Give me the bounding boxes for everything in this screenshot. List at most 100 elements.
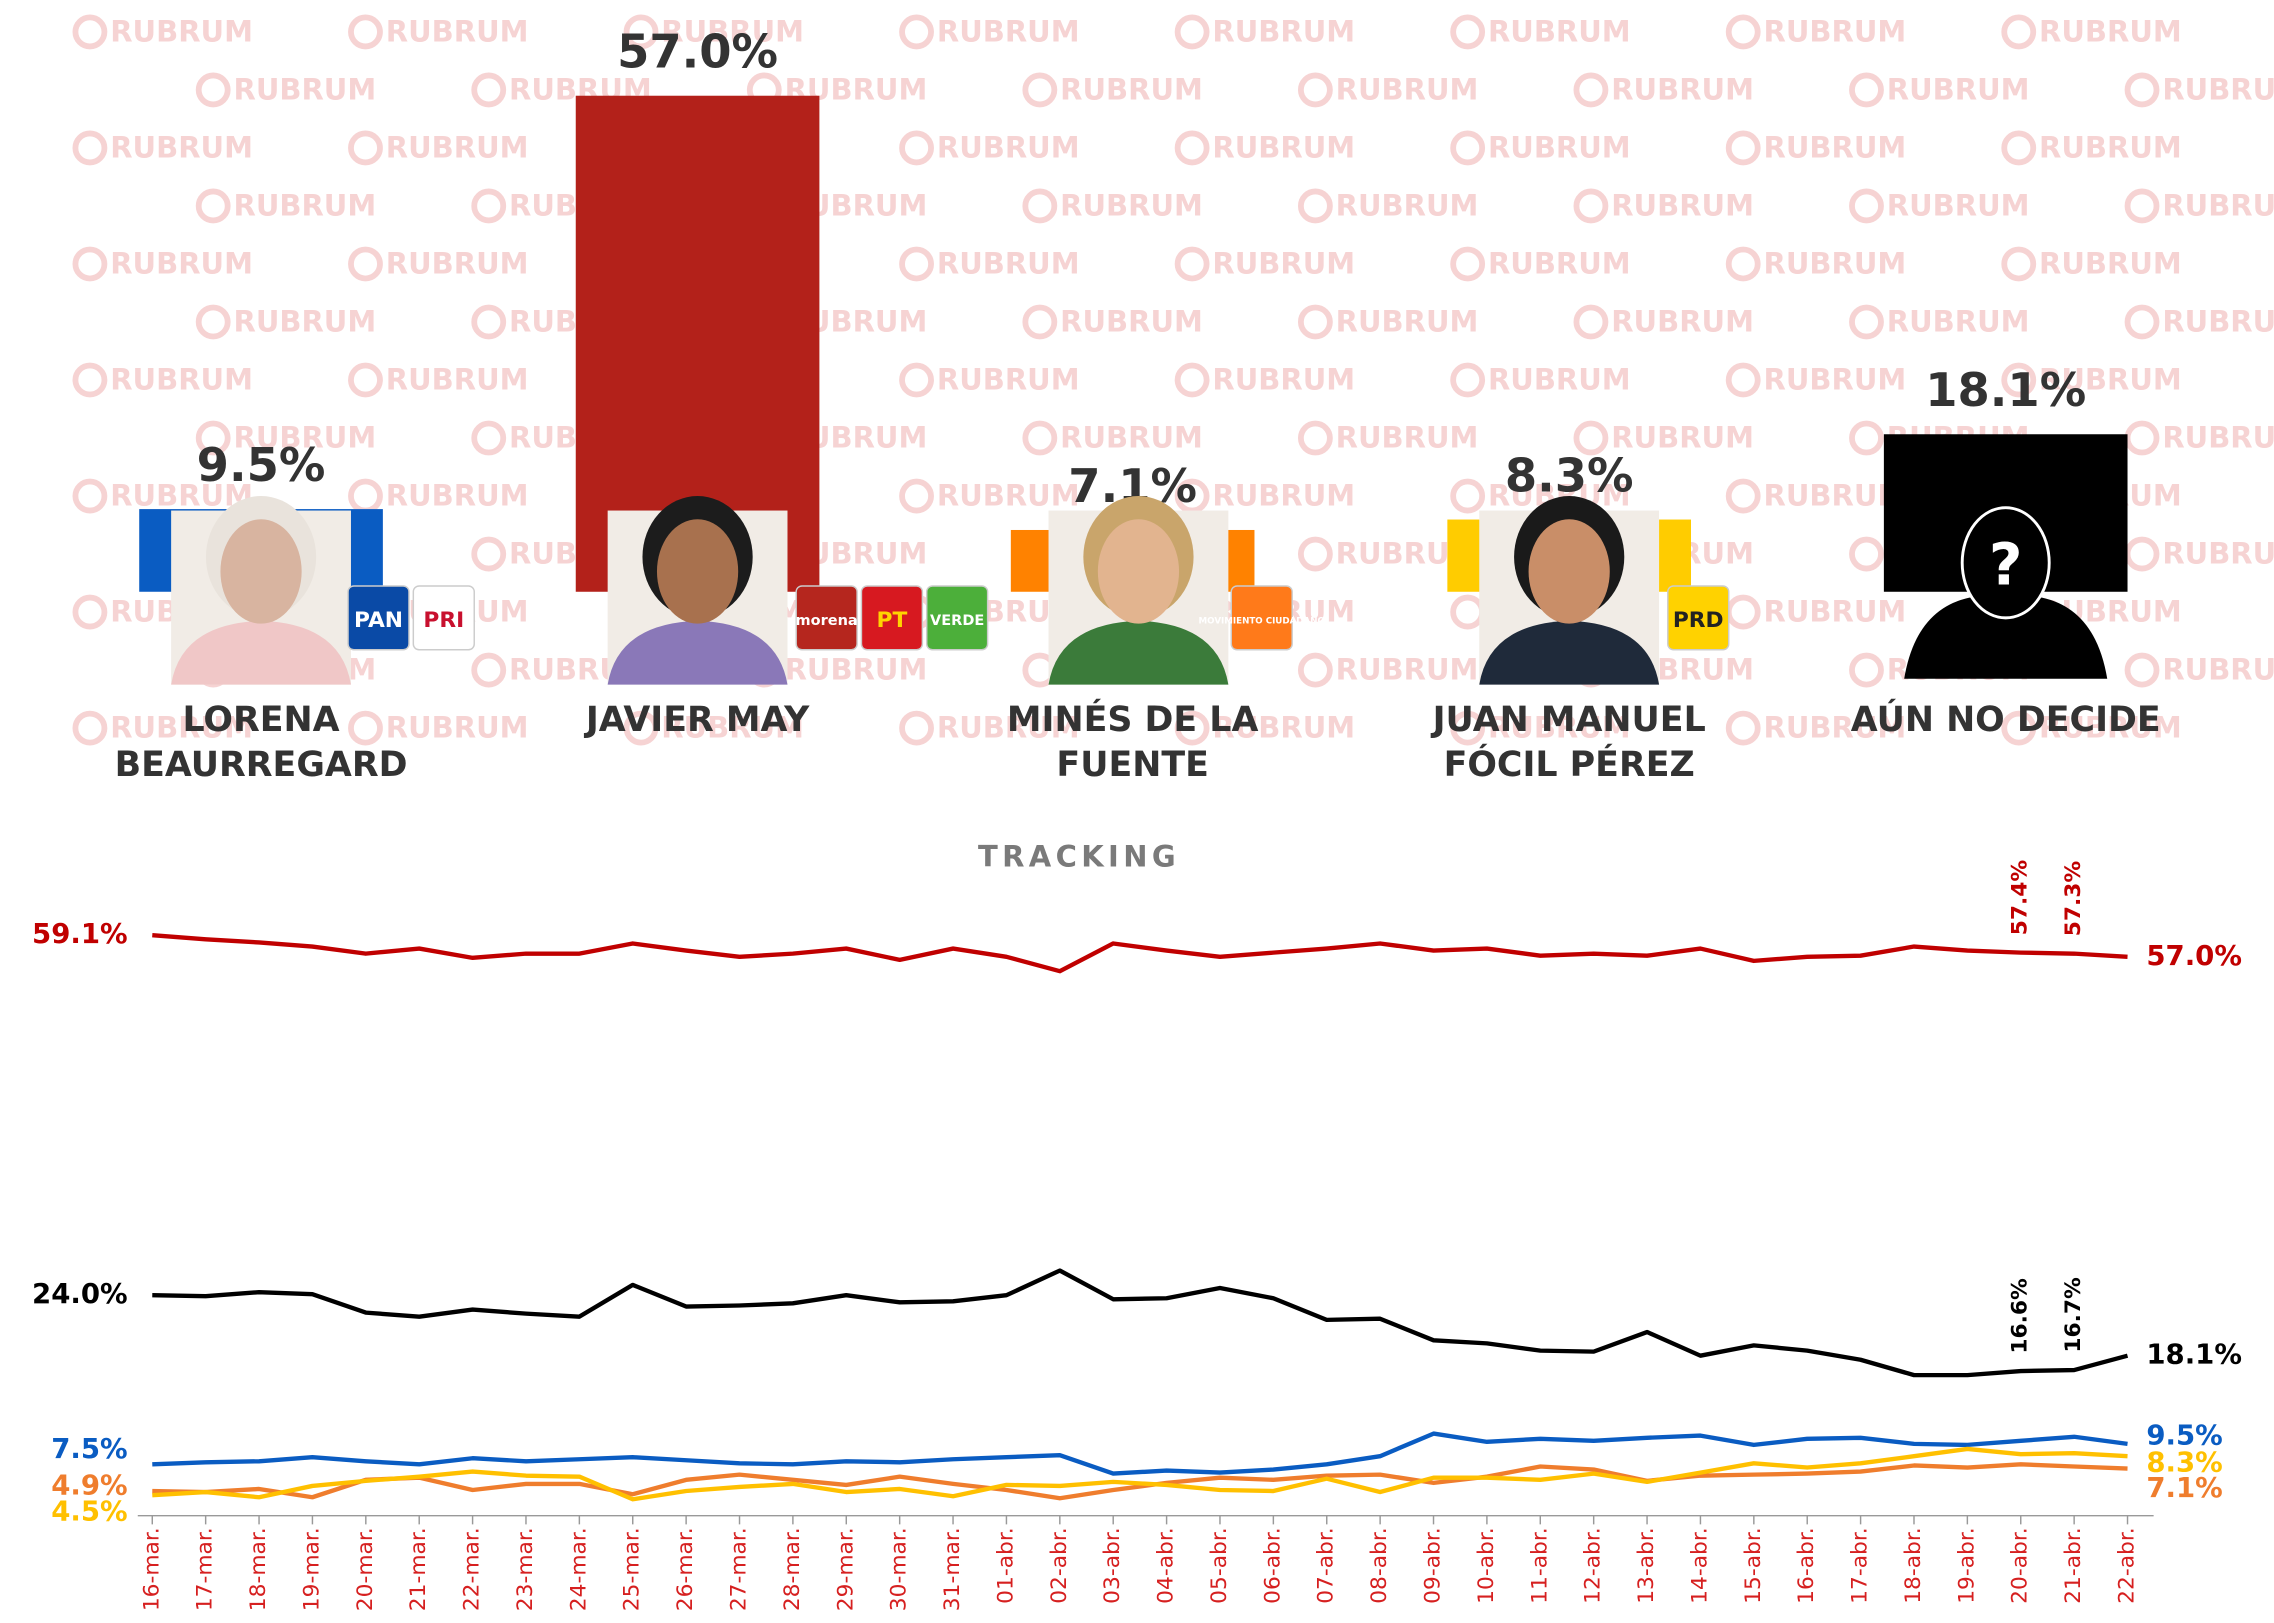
watermark: RUBRUM [937,130,1080,164]
x-tick-label: 18-mar. [246,1527,271,1611]
watermark-icon [471,420,507,456]
watermark: RUBRUM [661,711,804,745]
candidate-name: JUAN MANUEL [1431,700,1706,740]
watermark-icon [72,594,108,630]
watermark-icon [1849,72,1884,108]
photo-shoulders [1048,620,1229,685]
watermark: RUBRUM [386,130,529,164]
watermark-icon [1297,420,1333,456]
x-tick-label: 04-abr. [1154,1527,1179,1604]
watermark-icon [899,246,934,282]
watermark-icon [1725,710,1761,746]
watermark-icon [1174,130,1210,166]
watermark: RUBRUM [2162,537,2274,571]
silhouette-icon: ? [1989,531,2023,599]
watermark: RUBRUM [1336,420,1479,454]
watermark: RUBRUM [937,711,1080,745]
end-label: 9.5% [2146,1420,2222,1452]
point-label: 57.4% [2008,860,2033,936]
candidate-name: FÓCIL PÉREZ [1444,743,1695,785]
value-label: 57.0% [617,25,778,79]
watermark-icon [1725,130,1761,166]
x-tick-label: 27-mar. [727,1527,752,1611]
watermark-icon [72,246,108,282]
watermark-icon [2124,652,2160,688]
party-name: PRD [1673,608,1724,633]
watermark: RUBRUM [2039,130,2182,164]
watermark-icon [2124,72,2160,108]
watermark-icon [1174,362,1210,398]
watermark: RUBRUM [937,14,1080,48]
series-line [152,1431,2128,1476]
x-tick-label: 09-abr. [1421,1527,1446,1604]
point-label: 57.3% [2061,861,2086,937]
watermark-icon [1174,14,1210,50]
watermark: RUBRUM [1336,653,1479,687]
watermark: RUBRUM [1764,478,1907,512]
watermark-icon [1573,304,1609,340]
watermark-icon [195,188,231,224]
watermark: RUBRUM [2039,246,2182,280]
watermark: RUBRUM [110,130,253,164]
watermark-icon [2001,362,2037,398]
watermark: RUBRUM [110,711,253,745]
watermark: RUBRUM [1611,420,1754,454]
watermark: RUBRUM [386,478,529,512]
party-logo [795,585,858,651]
party-name: PT [877,608,908,633]
watermark: RUBRUM [1887,72,2030,106]
series-line [152,1446,2128,1502]
watermark-icon [348,130,383,166]
series-line [152,933,2128,974]
watermark: RUBRUM [937,362,1080,396]
x-tick-label: 19-mar. [299,1527,324,1611]
watermark: RUBRUM [110,478,253,512]
watermark-icon [2001,246,2037,282]
x-tick-label: 08-abr. [1367,1527,1392,1604]
watermark: RUBRUM [1488,711,1631,745]
x-tick-label: 01-abr. [993,1527,1018,1604]
watermark-icon [1297,188,1333,224]
watermark-icon [471,304,507,340]
candidate-name: MINÉS DE LA [1007,698,1259,740]
x-tick-label: 11-abr. [1527,1527,1552,1604]
x-tick-label: 29-mar. [833,1527,858,1611]
photo-shoulders [1479,620,1660,685]
photo-face [1528,519,1610,624]
watermark-icon [1297,652,1333,688]
x-tick-label: 06-abr. [1260,1527,1285,1604]
watermark-icon [1450,710,1486,746]
watermark: RUBRUM [233,72,376,106]
watermark: RUBRUM [1212,362,1355,396]
x-tick-label: 22-abr. [2115,1527,2140,1604]
candidate-name: AÚN NO DECIDE [1851,698,2161,740]
watermark-icon [2001,14,2037,50]
watermark-icon [471,188,507,224]
x-tick-label: 10-abr. [1474,1527,1499,1604]
party-name: PRI [423,608,464,633]
party-name: PAN [354,608,403,633]
watermark: RUBRUM [386,362,529,396]
watermark-icon [2124,188,2160,224]
watermark: RUBRUM [233,304,376,338]
x-tick-label: 25-mar. [620,1527,645,1611]
watermark: RUBRUM [1887,304,2030,338]
start-label: 4.5% [51,1496,127,1528]
watermark-icon [1022,72,1058,108]
watermark: RUBRUM [785,653,928,687]
watermark: RUBRUM [1764,595,1907,629]
watermark-icon [195,420,231,456]
party-logo [860,585,924,651]
watermark: RUBRUM [1336,304,1479,338]
watermark: RUBRUM [1611,304,1754,338]
x-tick-label: 20-mar. [353,1527,378,1611]
x-tick-label: 13-abr. [1634,1527,1659,1604]
candidate-name: BEAURREGARD [115,745,408,785]
x-tick-label: 16-abr. [1794,1527,1819,1604]
watermark-icon [348,362,383,398]
watermark-icon [348,246,383,282]
watermark-icon [72,478,108,514]
watermark-icon [72,362,108,398]
watermark-icon [1725,246,1761,282]
